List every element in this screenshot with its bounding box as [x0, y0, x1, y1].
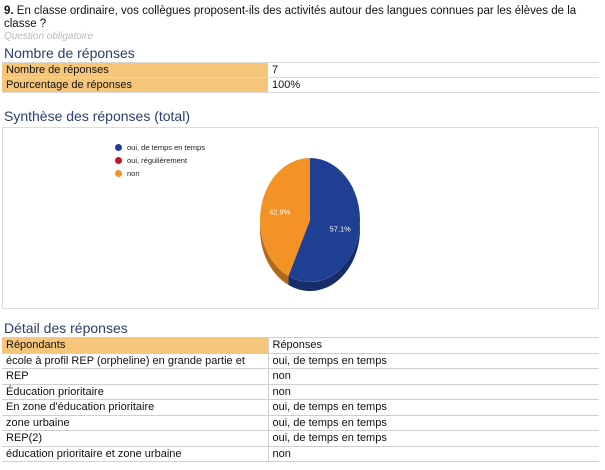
respondent-cell: zone urbaine: [2, 414, 269, 431]
header-responses: Réponses: [268, 337, 599, 354]
summary-label: Nombre de réponses: [2, 62, 268, 78]
question-text: 9. En classe ordinaire, vos collègues pr…: [4, 5, 600, 31]
legend-item: oui, régulièrement: [115, 154, 205, 167]
pie-slice: [259, 158, 310, 276]
legend-item: non: [115, 167, 205, 180]
detail-row: En zone d'éducation prioritaire oui, de t…: [2, 399, 599, 416]
response-cell: non: [268, 383, 599, 400]
respondent-cell: Éducation prioritaire: [2, 383, 269, 400]
detail-row: REP non: [2, 368, 599, 385]
detail-row: Éducation prioritaire non: [2, 383, 599, 400]
header-respondents: Répondants: [2, 337, 269, 354]
legend-swatch: [115, 157, 122, 164]
response-cell: non: [268, 445, 599, 462]
pie-chart-panel: oui, de temps en temps oui, régulièrement…: [2, 127, 599, 309]
legend-item: oui, de temps en temps: [115, 141, 205, 154]
detail-row: zone urbaine oui, de temps en temps: [2, 414, 599, 431]
question-number: 9.: [4, 5, 14, 17]
pie-slice: [288, 158, 360, 282]
response-cell: non: [268, 368, 599, 385]
detail-row: école à profil REP (orpheline) en grande…: [2, 352, 599, 369]
respondent-cell: REP(2): [2, 430, 269, 447]
summary-label: Pourcentage de réponses: [2, 77, 268, 93]
detail-row: REP(2) oui, de temps en temps: [2, 430, 599, 447]
pie-slice-side: [288, 220, 360, 291]
response-cell: oui, de temps en temps: [268, 414, 599, 431]
pie-chart: 57.1% 42.9%: [259, 158, 360, 291]
respondent-cell: éducation prioritaire et zone urbaine: [2, 445, 269, 462]
respondent-cell: REP: [2, 368, 269, 385]
detail-table: Répondants Réponses école à profil REP (or…: [2, 337, 599, 462]
pie-slice-side: [260, 220, 289, 285]
respondent-cell: école à profil REP (orpheline) en grande…: [2, 352, 269, 369]
pie-slice-label: 42.9%: [269, 207, 291, 216]
detail-title: Détail des réponses: [4, 320, 128, 336]
pie-slice-label: 57.1%: [330, 225, 352, 234]
synthesis-title: Synthèse des réponses (total): [4, 108, 190, 124]
question-label: En classe ordinaire, vos collègues propo…: [4, 5, 577, 30]
legend-swatch: [115, 170, 122, 177]
response-cell: oui, de temps en temps: [268, 430, 599, 447]
question-required-note: Question obligatoire: [4, 31, 93, 42]
legend-swatch: [115, 144, 122, 151]
respondent-cell: En zone d'éducation prioritaire: [2, 399, 269, 416]
chart-legend: oui, de temps en temps oui, régulièrement…: [115, 141, 205, 180]
summary-value: 7: [268, 62, 599, 78]
summary-table: Nombre de réponses 7 Pourcentage de répo…: [2, 62, 599, 93]
summary-value: 100%: [268, 77, 599, 93]
detail-header-row: Répondants Réponses: [2, 337, 599, 354]
summary-row: Nombre de réponses 7: [2, 62, 599, 78]
summary-row: Pourcentage de réponses 100%: [2, 77, 599, 93]
legend-label: non: [127, 169, 140, 178]
summary-title: Nombre de réponses: [4, 45, 135, 61]
detail-row: éducation prioritaire et zone urbaine non: [2, 445, 599, 462]
response-cell: oui, de temps en temps: [268, 352, 599, 369]
response-cell: oui, de temps en temps: [268, 399, 599, 416]
legend-label: oui, de temps en temps: [127, 143, 205, 152]
legend-label: oui, régulièrement: [127, 156, 188, 165]
